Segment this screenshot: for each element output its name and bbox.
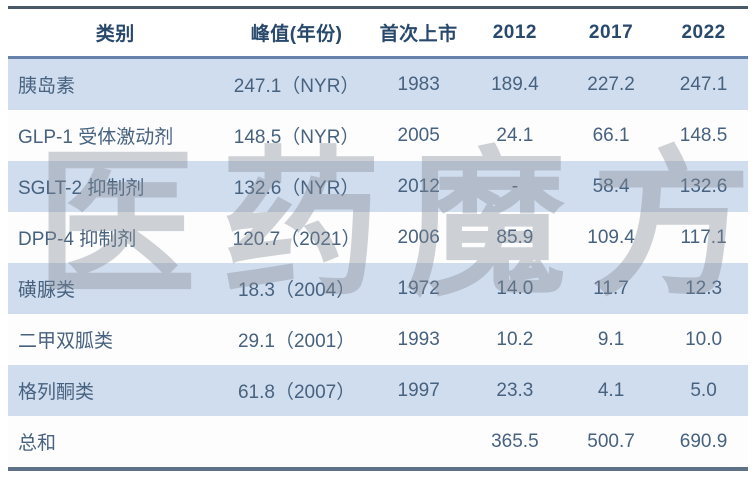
column-header-category: 类别 (8, 7, 223, 59)
cell-2017: 4.1 (597, 379, 625, 401)
cell-peak: 132.6（NYR） (233, 178, 360, 199)
cell-category: SGLT-2 抑制剂 (18, 178, 145, 199)
cell-2012: 24.1 (496, 124, 534, 146)
cell-2012: 10.2 (496, 328, 534, 350)
cell-2012: 14.0 (496, 277, 534, 299)
cell-2017: 500.7 (587, 430, 635, 452)
cell-2012: 85.9 (496, 226, 534, 248)
cell-category: 总和 (18, 433, 57, 454)
column-header-2017: 2017 (562, 7, 660, 59)
cell-peak: 148.5（NYR） (233, 127, 360, 148)
column-header-peak-year: 峰值(年份) (222, 7, 371, 59)
cell-2017: 9.1 (597, 328, 625, 350)
column-header-2012: 2012 (466, 7, 563, 59)
cell-peak (223, 416, 371, 469)
cell-peak: 61.8（2007） (237, 382, 356, 403)
cell-2017: 109.4 (587, 226, 635, 248)
cell-2022: 148.5 (679, 124, 728, 146)
table-row-glp1-agonist: GLP-1 受体激动剂 148.5（NYR） 2005 24.1 66.1 14… (8, 110, 748, 161)
cell-2022: 12.3 (685, 277, 723, 299)
cell-2012: - (511, 175, 519, 197)
cell-first-launch: 2012 (397, 175, 440, 197)
cell-2022: 247.1 (679, 73, 728, 95)
cell-2022: 690.9 (679, 430, 728, 452)
cell-2012: 23.3 (496, 379, 534, 401)
cell-2012: 365.5 (491, 430, 539, 452)
table-row-sglt2-inhibitor: SGLT-2 抑制剂 132.6（NYR） 2012 - 58.4 132.6 (8, 161, 748, 212)
cell-first-launch: 1993 (397, 328, 440, 350)
cell-2017: 66.1 (592, 124, 630, 146)
column-header-first-launch: 首次上市 (370, 7, 467, 59)
cell-first-launch: 2006 (397, 226, 440, 248)
cell-first-launch: 2005 (397, 124, 440, 146)
cell-category: 格列酮类 (18, 382, 95, 403)
cell-2022: 5.0 (690, 379, 717, 401)
cell-first-launch: 1983 (397, 73, 440, 95)
cell-category: DPP-4 抑制剂 (18, 229, 137, 250)
drug-sales-table-figure: 医药魔方 类别 峰值(年份) 首次上市 2012 2017 2022 胰岛素 2… (8, 6, 751, 471)
drug-class-sales-table: 类别 峰值(年份) 首次上市 2012 2017 2022 胰岛素 247.1（… (8, 6, 748, 471)
cell-category: 二甲双胍类 (18, 331, 114, 352)
cell-2022: 117.1 (680, 226, 727, 248)
cell-2012: 189.4 (491, 73, 539, 95)
column-header-2022: 2022 (659, 7, 748, 59)
table-header-row: 类别 峰值(年份) 首次上市 2012 2017 2022 (8, 7, 748, 59)
table-row-insulin: 胰岛素 247.1（NYR） 1983 189.4 227.2 247.1 (8, 57, 748, 110)
cell-category: 磺脲类 (18, 280, 76, 301)
cell-2017: 58.4 (592, 175, 630, 197)
cell-2022: 10.0 (685, 328, 723, 350)
cell-2017: 227.2 (587, 73, 635, 95)
cell-peak: 29.1（2001） (237, 331, 356, 352)
table-row-metformin: 二甲双胍类 29.1（2001） 1993 10.2 9.1 10.0 (8, 314, 748, 365)
cell-2022: 132.6 (679, 175, 728, 197)
cell-first-launch: 1972 (397, 277, 440, 299)
table-row-glitazone: 格列酮类 61.8（2007） 1997 23.3 4.1 5.0 (8, 365, 748, 416)
cell-first-launch (371, 416, 467, 469)
cell-first-launch: 1997 (397, 379, 440, 401)
table-row-sulfonylurea: 磺脲类 18.3（2004） 1972 14.0 11.7 12.3 (8, 263, 748, 314)
cell-category: 胰岛素 (18, 76, 76, 97)
cell-peak: 120.7（2021） (232, 229, 361, 250)
cell-category: GLP-1 受体激动剂 (18, 127, 174, 148)
table-row-dpp4-inhibitor: DPP-4 抑制剂 120.7（2021） 2006 85.9 109.4 11… (8, 212, 748, 263)
table-row-total: 总和 365.5 500.7 690.9 (8, 416, 748, 469)
cell-peak: 247.1（NYR） (233, 76, 360, 97)
cell-2017: 11.7 (593, 277, 629, 299)
cell-peak: 18.3（2004） (237, 280, 356, 301)
